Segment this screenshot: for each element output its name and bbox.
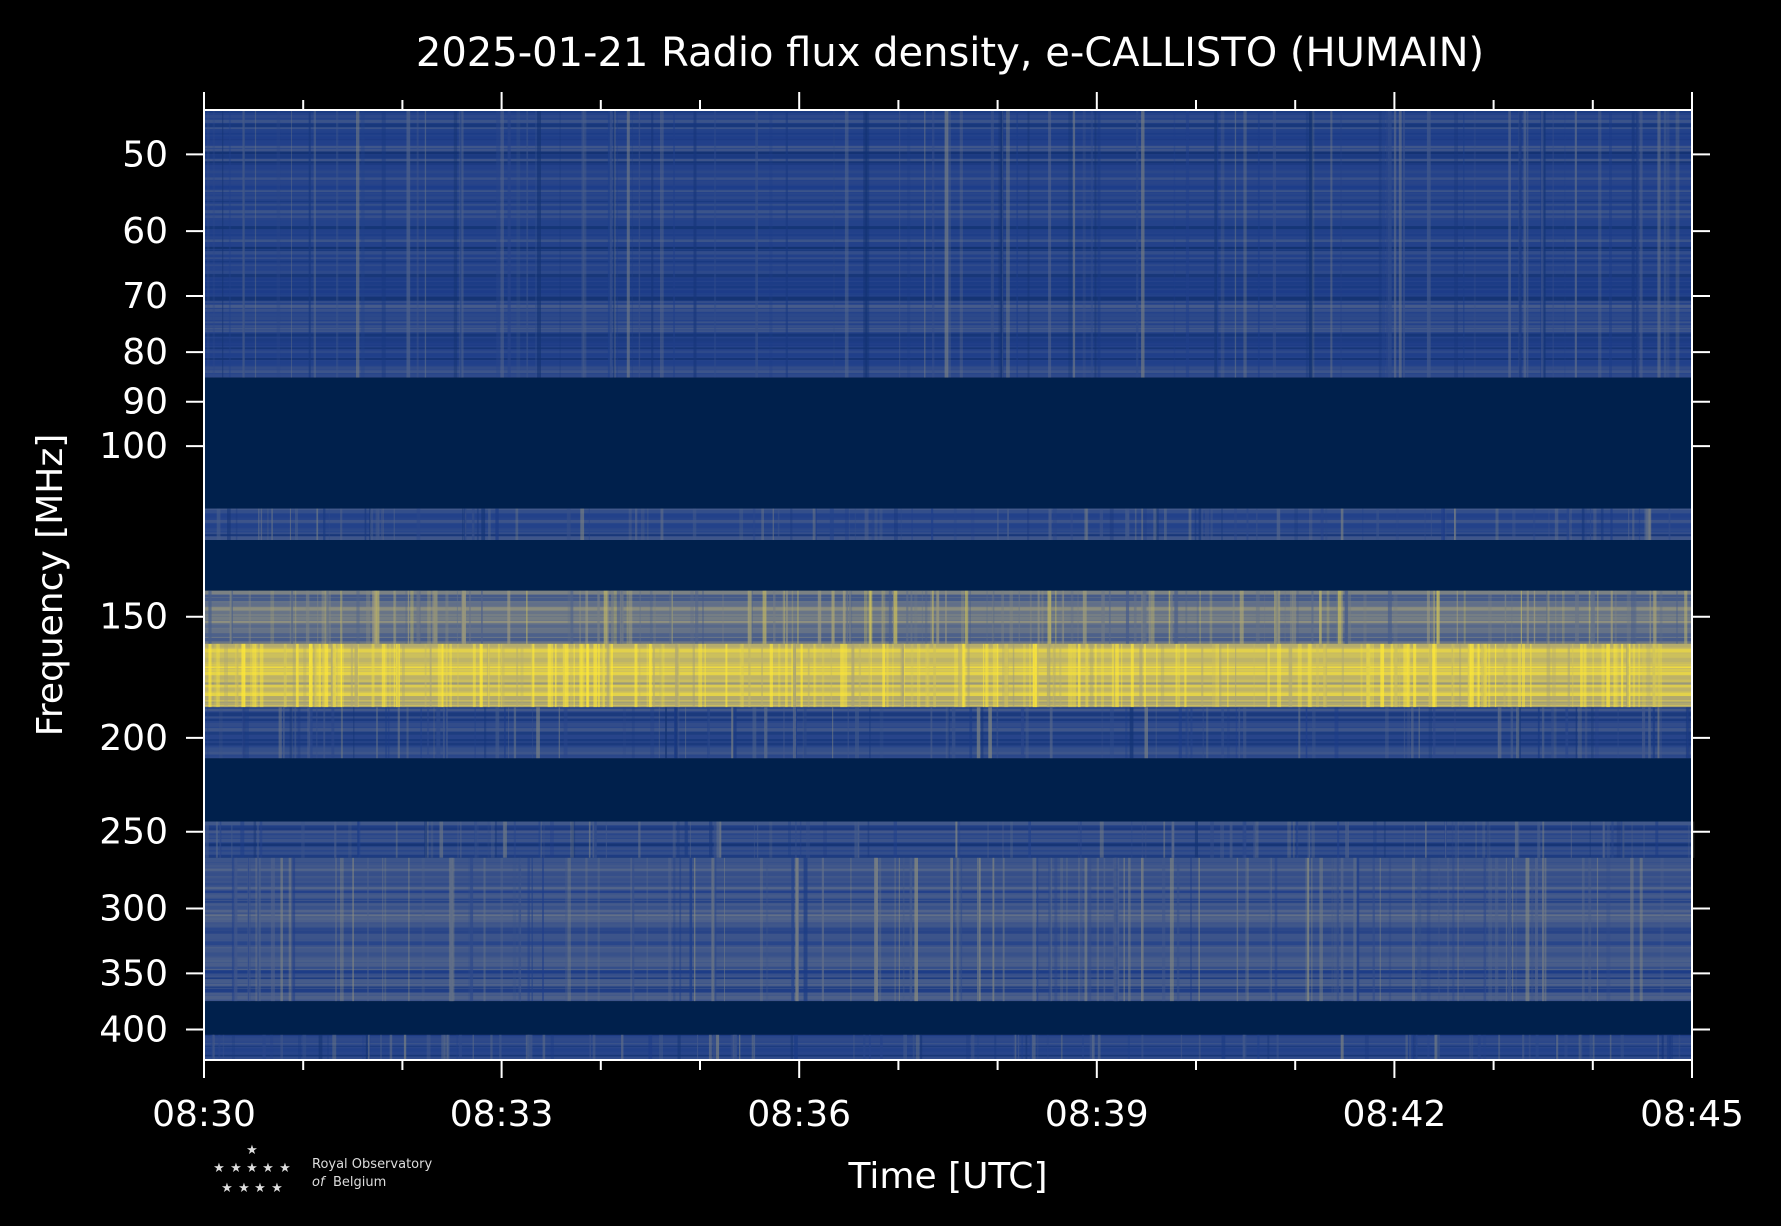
plot-area [204,110,1695,1060]
spectrogram-band [204,1001,1692,1035]
logo-line2-prefix: of [312,1175,327,1190]
svg-text:★: ★ [246,1143,258,1158]
y-tick-label: 50 [122,134,168,175]
royal-observatory-logo: ★ ★ ★ ★ ★ ★ ★ ★ ★ ★ Royal Observatory of Belgiu… [213,1143,432,1196]
band-fill [204,540,1692,591]
y-tick-label: 60 [122,211,168,252]
spectrogram-band [204,707,1692,759]
logo-line2: Belgium [333,1175,386,1190]
spectrogram-band [204,110,1692,378]
plot-frame [203,109,1693,1061]
svg-text:★: ★ [213,1161,225,1176]
spectrogram-band [204,590,1692,644]
spectrogram-band [204,377,1692,509]
band-fill [204,1001,1692,1035]
y-tick-label: 200 [99,718,168,759]
spectrogram-band [204,1034,1692,1060]
x-tick-label: 08:33 [450,1094,554,1135]
y-tick-label: 100 [99,426,168,467]
svg-text:★: ★ [221,1181,233,1196]
y-tick-label: 300 [99,888,168,929]
y-tick-label: 400 [99,1010,168,1051]
y-tick-label: 70 [122,276,168,317]
y-tick-label: 90 [122,382,168,423]
svg-text:★: ★ [254,1181,266,1196]
chart-title: 2025-01-21 Radio flux density, e-CALLIST… [416,30,1484,76]
svg-text:★: ★ [238,1181,250,1196]
x-axis-label: Time [UTC] [847,1156,1047,1197]
spectrogram-band [204,821,1695,858]
stars-icon: ★ ★ ★ ★ ★ ★ ★ ★ ★ ★ [213,1143,291,1196]
band-fill [204,758,1692,822]
svg-text:★: ★ [262,1161,274,1176]
y-tick-label: 350 [99,953,168,994]
spectrogram-band [204,540,1692,591]
spectrogram-band [204,758,1692,822]
x-tick-label: 08:45 [1640,1094,1744,1135]
svg-text:★: ★ [246,1161,258,1176]
y-axis-label: Frequency [MHz] [30,434,71,737]
spectrogram-band [204,508,1692,541]
y-tick-label: 150 [99,597,168,638]
x-tick-label: 08:30 [152,1094,256,1135]
x-axis: 08:30 08:33 08:36 08:39 08:42 08:45 [152,92,1744,1135]
svg-text:★: ★ [279,1161,291,1176]
x-tick-label: 08:39 [1045,1094,1149,1135]
x-tick-label: 08:36 [747,1094,851,1135]
y-tick-label: 80 [122,332,168,373]
band-fill [204,377,1692,509]
y-tick-label: 250 [99,812,168,853]
svg-text:★: ★ [271,1181,283,1196]
spectrogram-band [204,857,1692,1002]
svg-text:★: ★ [230,1161,242,1176]
spectrogram-band [204,643,1692,708]
logo-line1: Royal Observatory [312,1157,432,1172]
x-tick-label: 08:42 [1343,1094,1447,1135]
